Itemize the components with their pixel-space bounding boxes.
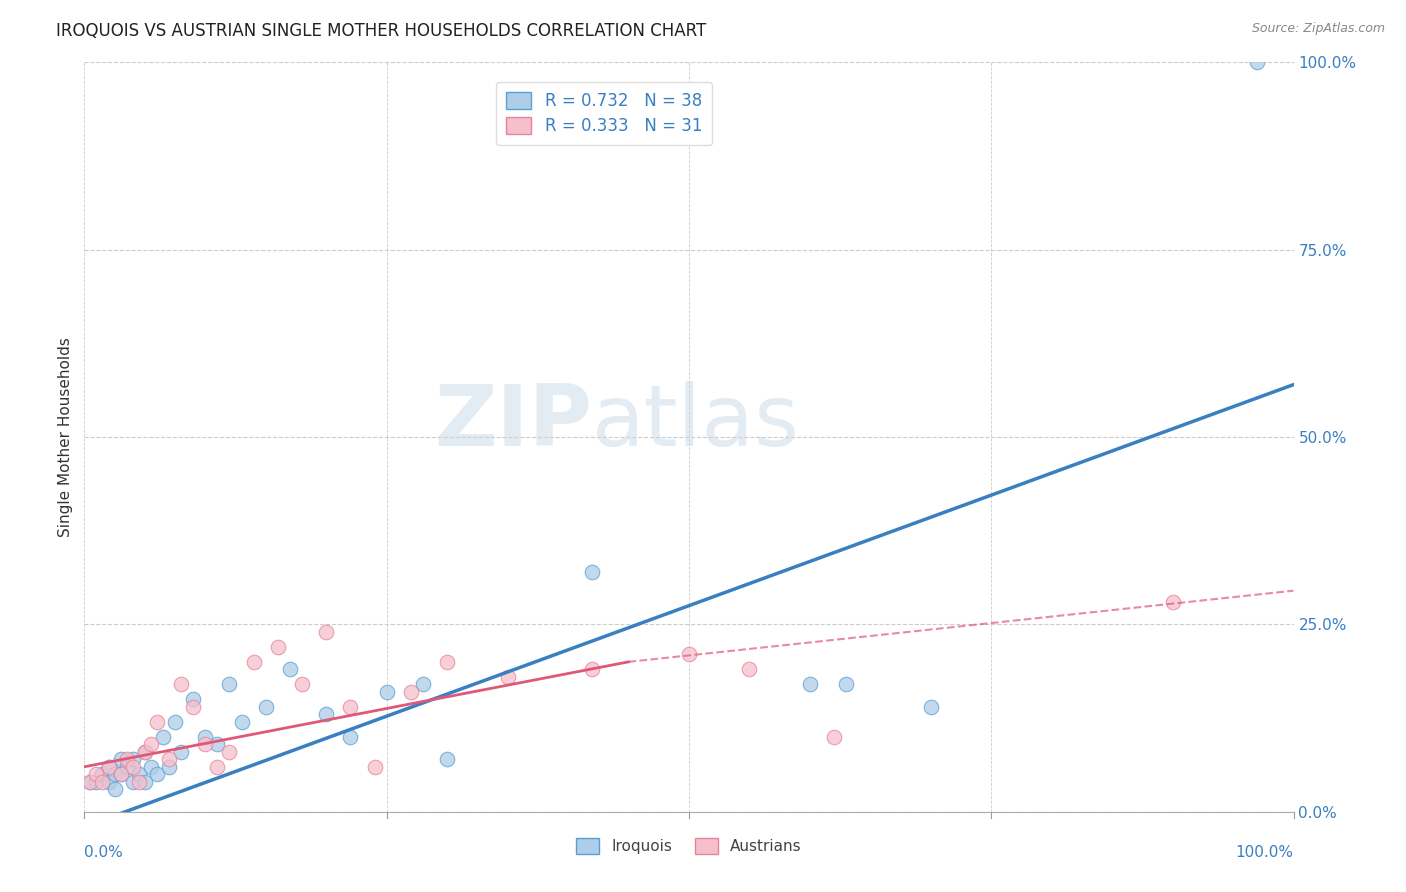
Legend: Iroquois, Austrians: Iroquois, Austrians: [569, 832, 808, 860]
Point: [86, 774, 108, 789]
Point: [581, 565, 603, 579]
Point: [134, 745, 156, 759]
Point: [152, 730, 174, 744]
Text: IROQUOIS VS AUSTRIAN SINGLE MOTHER HOUSEHOLDS CORRELATION CHART: IROQUOIS VS AUSTRIAN SINGLE MOTHER HOUSE…: [56, 22, 706, 40]
Point: [581, 662, 603, 676]
Point: [128, 774, 150, 789]
Point: [436, 655, 458, 669]
Point: [157, 752, 180, 766]
Point: [1246, 55, 1268, 70]
Point: [115, 752, 138, 766]
Point: [339, 730, 361, 744]
Point: [363, 760, 385, 774]
Point: [315, 707, 337, 722]
Point: [278, 662, 301, 676]
Point: [104, 767, 127, 781]
Point: [139, 737, 162, 751]
Point: [678, 648, 700, 662]
Point: [315, 624, 337, 639]
Point: [242, 655, 264, 669]
Point: [399, 685, 422, 699]
Text: atlas: atlas: [592, 381, 800, 464]
Point: [436, 752, 458, 766]
Point: [1161, 595, 1184, 609]
Point: [121, 752, 143, 766]
Point: [181, 692, 204, 706]
Point: [97, 774, 120, 789]
Point: [267, 640, 290, 654]
Point: [218, 677, 240, 691]
Point: [835, 677, 858, 691]
Point: [254, 699, 277, 714]
Point: [170, 745, 193, 759]
Point: [86, 767, 108, 781]
Point: [146, 714, 169, 729]
Text: Source: ZipAtlas.com: Source: ZipAtlas.com: [1251, 22, 1385, 36]
Point: [134, 774, 156, 789]
Point: [799, 677, 821, 691]
Y-axis label: Single Mother Households: Single Mother Households: [58, 337, 73, 537]
Point: [218, 745, 240, 759]
Point: [97, 760, 120, 774]
Point: [170, 677, 193, 691]
Point: [165, 714, 187, 729]
Point: [496, 670, 519, 684]
Point: [110, 767, 132, 781]
Point: [91, 767, 114, 781]
Point: [738, 662, 761, 676]
Point: [146, 767, 169, 781]
Point: [194, 737, 217, 751]
Point: [110, 752, 132, 766]
Point: [339, 699, 361, 714]
Point: [139, 760, 162, 774]
Point: [121, 760, 143, 774]
Point: [79, 774, 101, 789]
Point: [97, 760, 120, 774]
Point: [231, 714, 253, 729]
Point: [181, 699, 204, 714]
Text: ZIP: ZIP: [434, 381, 592, 464]
Point: [91, 774, 114, 789]
Point: [79, 774, 101, 789]
Point: [375, 685, 398, 699]
Point: [134, 745, 156, 759]
Point: [207, 737, 229, 751]
Point: [115, 760, 138, 774]
Point: [121, 774, 143, 789]
Point: [412, 677, 434, 691]
Point: [207, 760, 229, 774]
Text: 0.0%: 0.0%: [84, 846, 124, 861]
Point: [291, 677, 314, 691]
Point: [110, 767, 132, 781]
Point: [194, 730, 217, 744]
Point: [157, 760, 180, 774]
Text: 100.0%: 100.0%: [1236, 846, 1294, 861]
Point: [823, 730, 845, 744]
Point: [128, 767, 150, 781]
Point: [104, 782, 127, 797]
Point: [920, 699, 942, 714]
